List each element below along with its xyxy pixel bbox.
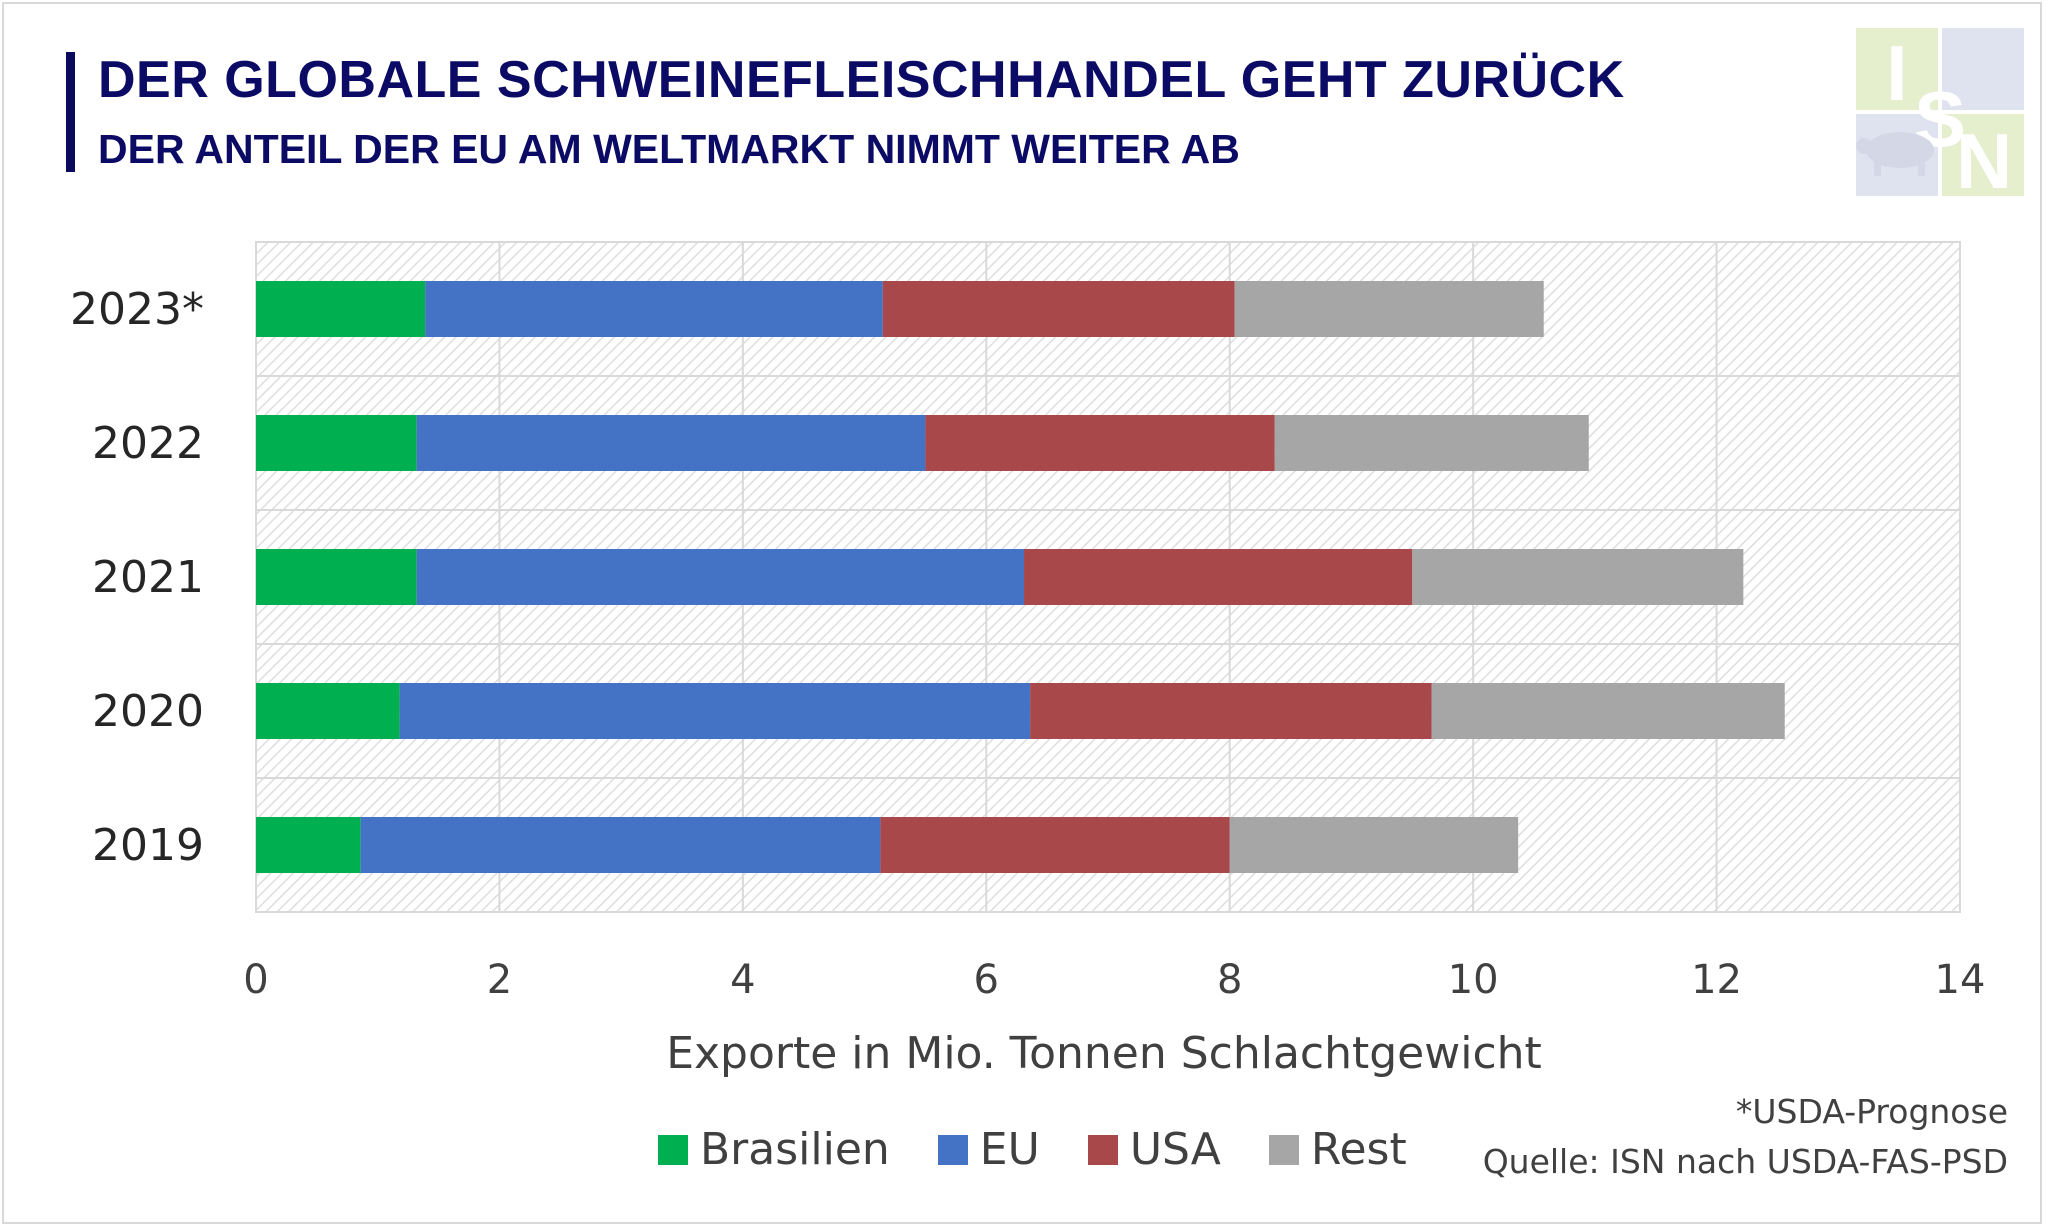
- logo-letter: N: [1956, 117, 2012, 196]
- bar-segment: [399, 683, 1031, 739]
- legend-item: Brasilien: [658, 1124, 890, 1175]
- forecast-note: *USDA-Prognose: [1735, 1092, 2008, 1131]
- legend: Brasilien EU USA Rest: [658, 1124, 1455, 1175]
- y-tick-label: 2023*: [70, 284, 204, 335]
- bar-segment: [256, 415, 417, 471]
- bar-segment: [256, 683, 400, 739]
- x-tick-label: 12: [1691, 957, 1742, 1003]
- legend-swatch: [1268, 1134, 1299, 1165]
- x-tick-label: 4: [730, 957, 755, 1003]
- bar-segment: [425, 281, 883, 337]
- x-tick-label: 10: [1448, 957, 1499, 1003]
- x-tick-label: 6: [974, 957, 999, 1003]
- x-axis-label: Exporte in Mio. Tonnen Schlachtgewicht: [666, 1028, 1542, 1079]
- bar-segment: [880, 817, 1230, 873]
- legend-item: EU: [937, 1124, 1040, 1175]
- source-note: Quelle: ISN nach USDA-FAS-PSD: [1482, 1142, 2008, 1181]
- bar-segment: [256, 281, 426, 337]
- y-tick-label: 2019: [92, 820, 204, 871]
- y-tick-label: 2022: [92, 418, 204, 469]
- bar-segment: [256, 817, 361, 873]
- x-tick-label: 8: [1217, 957, 1242, 1003]
- chart-title: DER GLOBALE SCHWEINEFLEISCHHANDEL GEHT Z…: [98, 51, 1625, 109]
- legend-label: EU: [979, 1124, 1040, 1175]
- logo-letter: I: [1886, 29, 1908, 117]
- bar-segment: [882, 281, 1235, 337]
- chart-subtitle: DER ANTEIL DER EU AM WELTMARKT NIMMT WEI…: [98, 126, 1240, 172]
- y-tick-label: 2021: [92, 552, 204, 603]
- x-tick-label: 2: [487, 957, 512, 1003]
- bar-segment: [1274, 415, 1589, 471]
- y-tick-label: 2020: [92, 686, 204, 737]
- legend-item: Rest: [1268, 1124, 1407, 1175]
- bar-segment: [1431, 683, 1785, 739]
- legend-label: Rest: [1310, 1124, 1407, 1175]
- bar-segment: [416, 415, 926, 471]
- pig-icon: [1856, 132, 1934, 176]
- isn-logo: I S N: [1856, 28, 2024, 196]
- legend-label: Brasilien: [700, 1124, 890, 1175]
- bar-segment: [1229, 817, 1519, 873]
- bar-segment: [1030, 683, 1432, 739]
- x-tick-label: 0: [243, 957, 268, 1003]
- legend-swatch: [937, 1134, 968, 1165]
- legend-label: USA: [1129, 1124, 1221, 1175]
- x-tick-label: 14: [1935, 957, 1986, 1003]
- legend-swatch: [1087, 1134, 1118, 1165]
- bar-segment: [925, 415, 1275, 471]
- bar-segment: [1024, 549, 1413, 605]
- legend-swatch: [658, 1134, 688, 1165]
- bar-segment: [256, 549, 417, 605]
- title-accent-bar: [66, 52, 75, 172]
- bar-segment: [1412, 549, 1744, 605]
- bar-segment: [1234, 281, 1544, 337]
- bar-segment: [360, 817, 881, 873]
- legend-item: USA: [1087, 1124, 1221, 1175]
- bar-segment: [416, 549, 1025, 605]
